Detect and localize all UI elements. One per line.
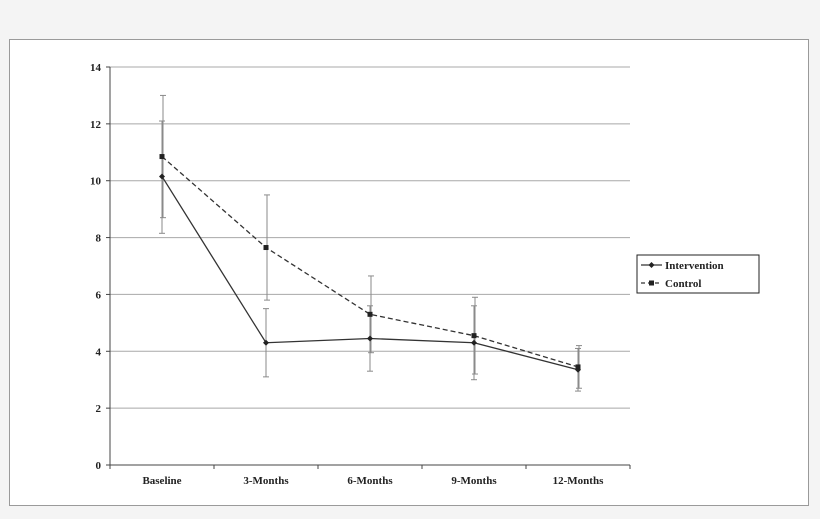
y-tick-label: 8 — [96, 233, 102, 245]
x-tick-label: Baseline — [142, 475, 181, 487]
control-point — [159, 154, 165, 160]
intervention-point — [367, 335, 373, 342]
x-tick-label: 12-Months — [553, 475, 604, 487]
control-point — [263, 245, 269, 251]
intervention-point — [471, 339, 477, 346]
legend-intervention-marker — [648, 262, 655, 268]
control-point — [471, 333, 477, 339]
control-point — [575, 364, 581, 370]
legend-box — [636, 254, 760, 294]
y-tick-label: 12 — [90, 119, 102, 131]
series-lines — [159, 154, 581, 373]
legend-control-label: Control — [665, 278, 701, 290]
intervention-point — [263, 339, 269, 346]
axes: 0 2 4 6 8 10 12 14 Baseline 3-Months 6-Months 9-Mon… — [90, 62, 631, 487]
x-tick-label: 6-Months — [347, 475, 393, 487]
x-tick-label: 9-Months — [451, 475, 497, 487]
legend-control-marker — [649, 280, 654, 286]
legend: Intervention Control — [636, 254, 760, 294]
error-bars — [159, 94, 582, 392]
y-tick-label: 10 — [90, 176, 102, 188]
y-tick-label: 4 — [96, 346, 102, 358]
control-point — [367, 311, 373, 317]
y-tick-label: 6 — [96, 289, 102, 301]
legend-intervention-label: Intervention — [665, 260, 724, 272]
x-tick-label: 3-Months — [243, 475, 289, 487]
y-tick-label: 2 — [96, 403, 102, 415]
intervention-point — [159, 173, 165, 180]
control-line — [161, 156, 579, 368]
gridlines — [110, 66, 630, 409]
y-tick-label: 14 — [90, 62, 102, 74]
y-tick-label: 0 — [96, 460, 102, 472]
